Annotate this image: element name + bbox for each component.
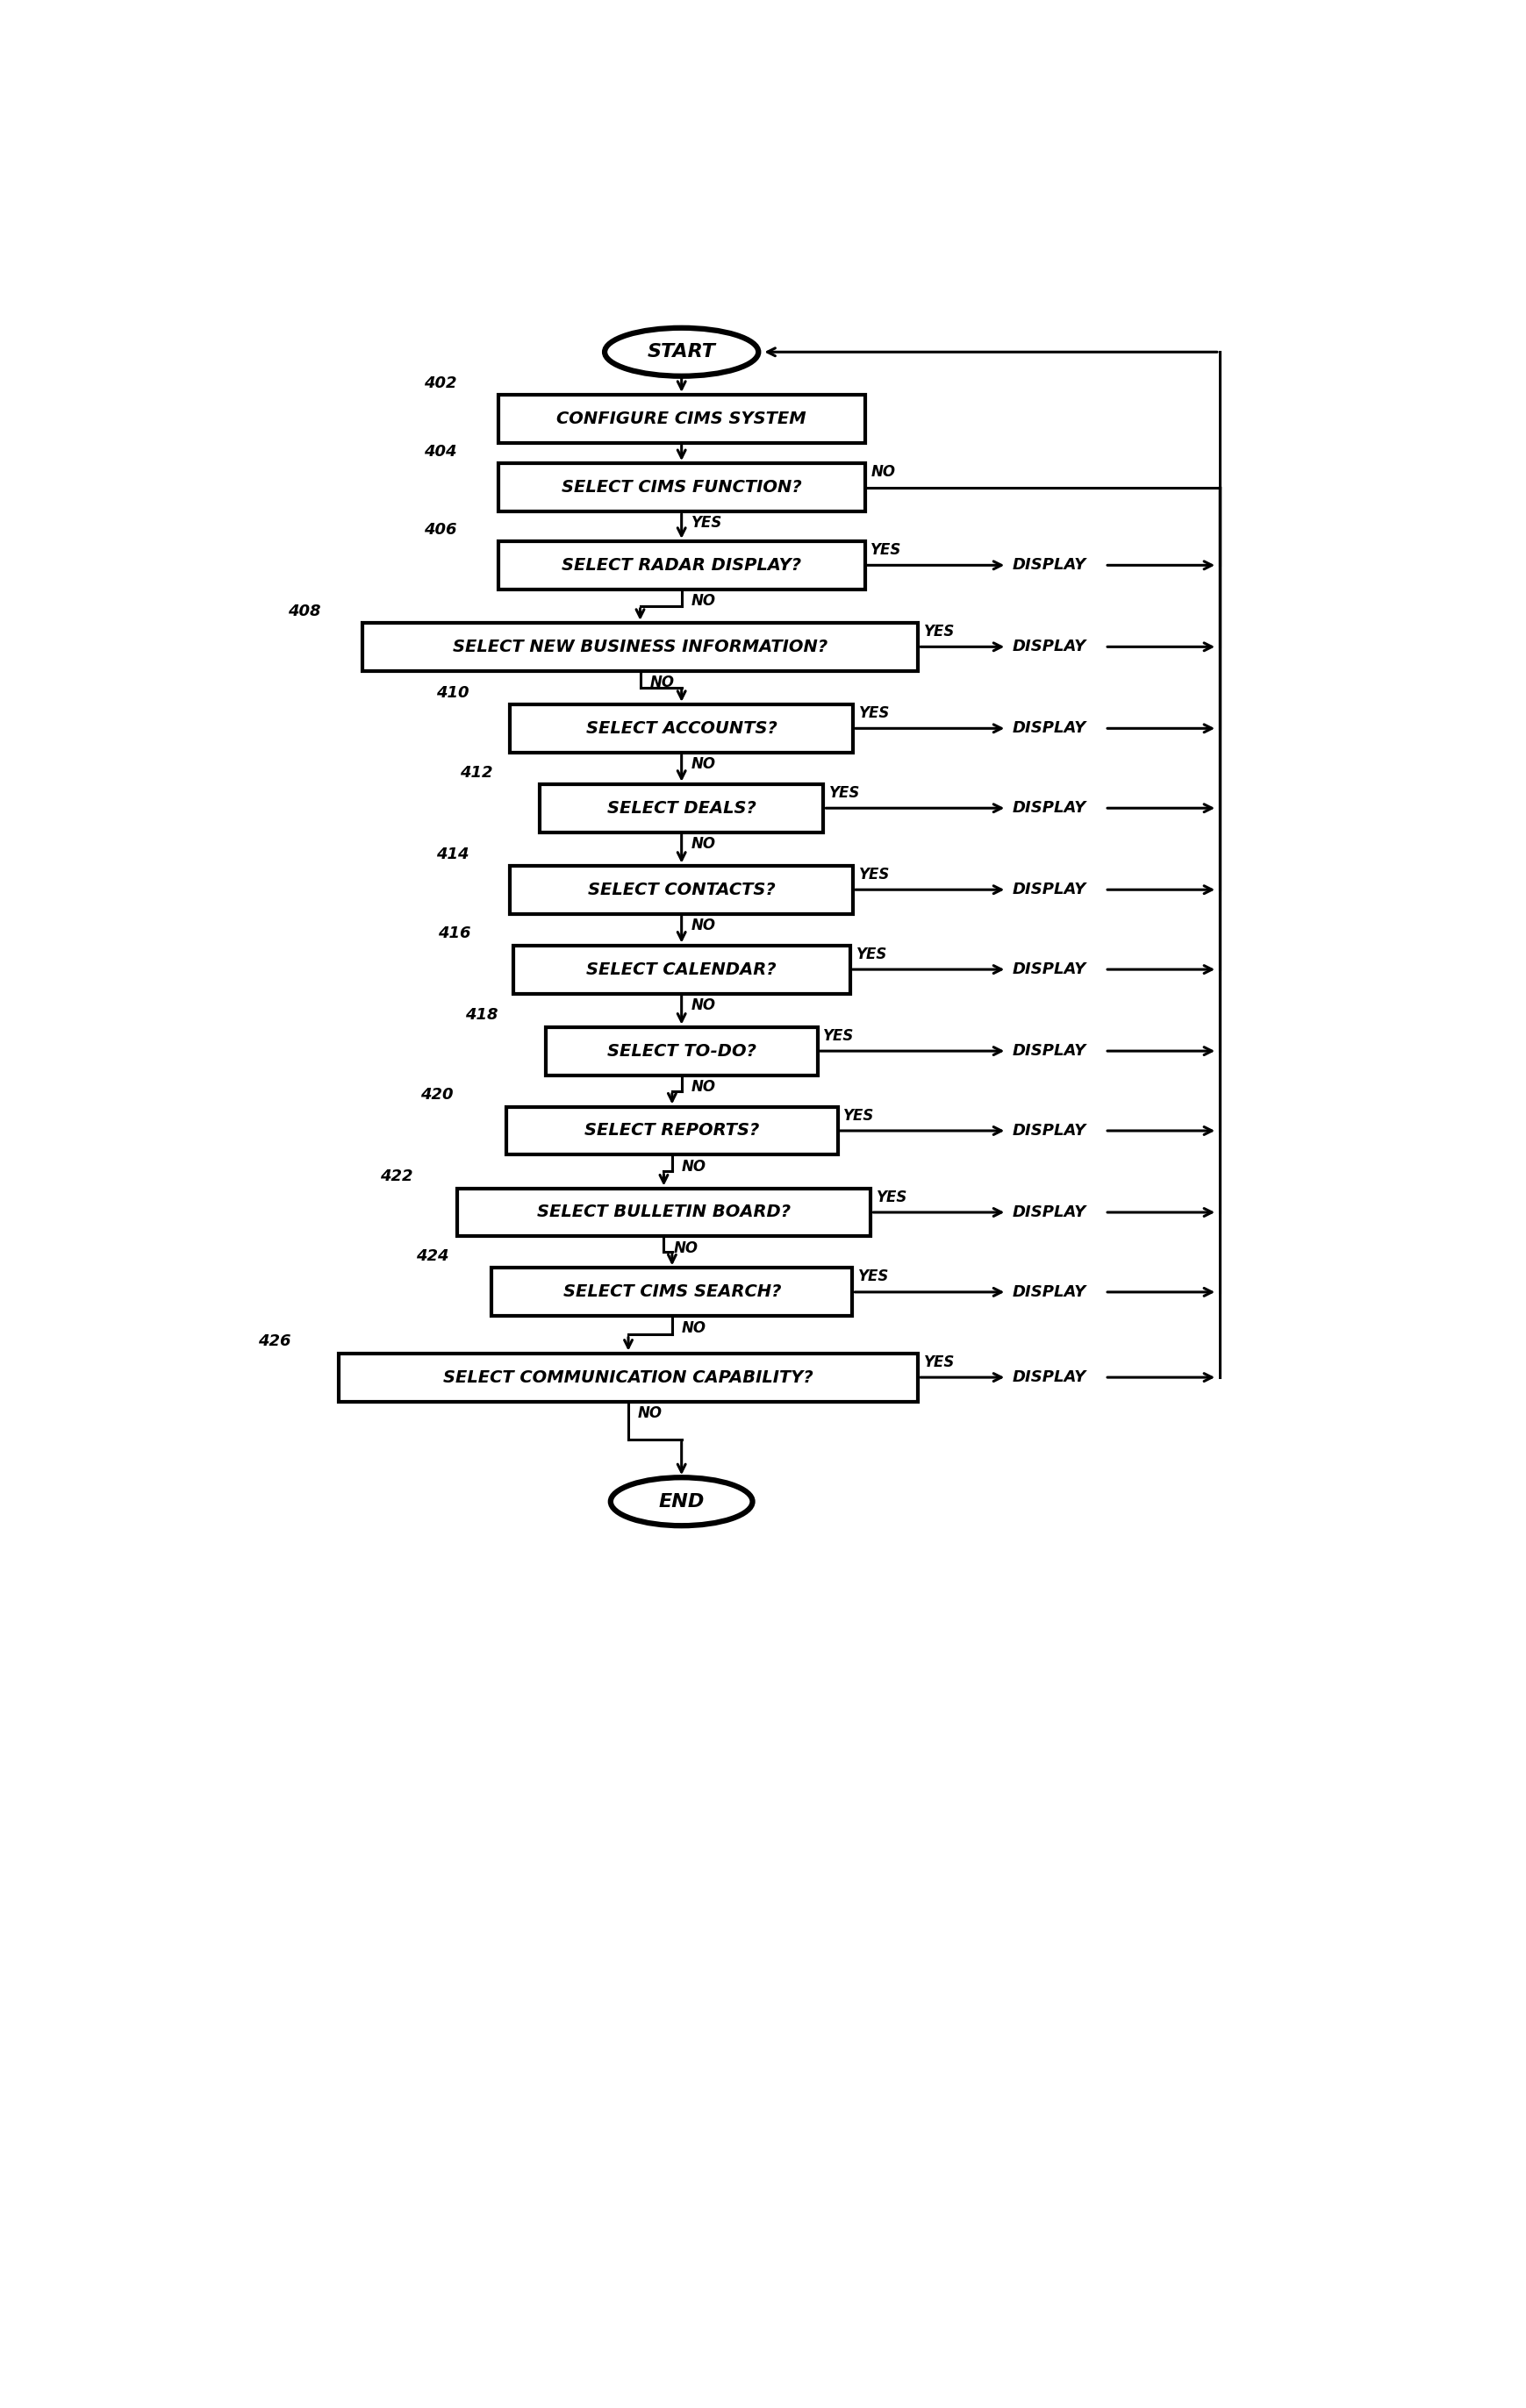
Text: DISPLAY: DISPLAY (1013, 720, 1087, 737)
Text: NO: NO (682, 1320, 707, 1336)
Text: SELECT RADAR DISPLAY?: SELECT RADAR DISPLAY? (562, 556, 801, 573)
Text: YES: YES (844, 1108, 874, 1122)
Text: DISPLAY: DISPLAY (1013, 556, 1087, 573)
Bar (510, 703, 853, 751)
Text: 410: 410 (436, 684, 468, 701)
Text: YES: YES (925, 1353, 955, 1370)
Text: SELECT CIMS SEARCH?: SELECT CIMS SEARCH? (563, 1283, 781, 1300)
Text: 420: 420 (420, 1086, 453, 1103)
Bar (497, 542, 865, 590)
Text: YES: YES (859, 706, 890, 720)
Text: DISPLAY: DISPLAY (1013, 1283, 1087, 1300)
Ellipse shape (604, 327, 758, 376)
Text: SELECT COMMUNICATION CAPABILITY?: SELECT COMMUNICATION CAPABILITY? (443, 1370, 813, 1385)
Text: 412: 412 (459, 763, 493, 780)
Text: DISPLAY: DISPLAY (1013, 1370, 1087, 1385)
Text: DISPLAY: DISPLAY (1013, 881, 1087, 898)
Text: CONFIGURE CIMS SYSTEM: CONFIGURE CIMS SYSTEM (557, 409, 806, 426)
Ellipse shape (610, 1479, 752, 1527)
Text: END: END (659, 1493, 705, 1510)
Text: NO: NO (691, 756, 716, 773)
Text: NO: NO (691, 836, 716, 852)
Text: YES: YES (858, 1269, 890, 1283)
Text: DISPLAY: DISPLAY (1013, 1204, 1087, 1221)
Text: START: START (647, 344, 716, 361)
Text: SELECT CONTACTS?: SELECT CONTACTS? (588, 881, 775, 898)
Text: NO: NO (682, 1158, 707, 1175)
Text: 416: 416 (438, 925, 472, 942)
Bar (362, 624, 919, 672)
Text: SELECT TO-DO?: SELECT TO-DO? (607, 1043, 757, 1060)
Text: YES: YES (824, 1028, 855, 1043)
Text: 422: 422 (380, 1168, 414, 1185)
Bar (456, 1187, 871, 1235)
Text: NO: NO (638, 1406, 662, 1421)
Text: NO: NO (691, 997, 716, 1014)
Bar (546, 1026, 818, 1074)
Bar (507, 1108, 838, 1156)
Text: DISPLAY: DISPLAY (1013, 1122, 1087, 1139)
Text: DISPLAY: DISPLAY (1013, 961, 1087, 978)
Text: 408: 408 (288, 604, 320, 619)
Text: 406: 406 (424, 523, 456, 537)
Text: NO: NO (650, 674, 674, 691)
Text: SELECT DEALS?: SELECT DEALS? (607, 799, 755, 816)
Bar (339, 1353, 919, 1401)
Text: SELECT ACCOUNTS?: SELECT ACCOUNTS? (586, 720, 777, 737)
Text: YES: YES (691, 515, 722, 530)
Text: YES: YES (871, 542, 902, 559)
Bar (540, 785, 824, 833)
Bar (513, 946, 850, 995)
Text: 402: 402 (424, 376, 456, 390)
Bar (497, 395, 865, 443)
Text: NO: NO (871, 465, 896, 479)
Text: NO: NO (673, 1240, 697, 1257)
Text: SELECT BULLETIN BOARD?: SELECT BULLETIN BOARD? (537, 1204, 790, 1221)
Text: YES: YES (856, 946, 887, 963)
Text: YES: YES (859, 867, 890, 881)
Text: DISPLAY: DISPLAY (1013, 1043, 1087, 1060)
Text: DISPLAY: DISPLAY (1013, 638, 1087, 655)
Text: 404: 404 (424, 443, 456, 460)
Text: SELECT CALENDAR?: SELECT CALENDAR? (586, 961, 777, 978)
Text: 424: 424 (415, 1247, 449, 1264)
Text: NO: NO (691, 917, 716, 934)
Text: YES: YES (925, 624, 955, 641)
Bar (491, 1269, 853, 1317)
Text: NO: NO (691, 592, 716, 609)
Text: 414: 414 (436, 845, 468, 862)
Text: YES: YES (876, 1190, 908, 1204)
Text: SELECT CIMS FUNCTION?: SELECT CIMS FUNCTION? (562, 479, 801, 496)
Text: SELECT REPORTS?: SELECT REPORTS? (584, 1122, 760, 1139)
Text: NO: NO (691, 1079, 716, 1096)
Text: 418: 418 (465, 1007, 497, 1023)
Text: SELECT NEW BUSINESS INFORMATION?: SELECT NEW BUSINESS INFORMATION? (453, 638, 827, 655)
Text: 426: 426 (258, 1334, 291, 1348)
Text: DISPLAY: DISPLAY (1013, 799, 1087, 816)
Text: YES: YES (830, 785, 861, 802)
Bar (497, 462, 865, 510)
Bar (510, 864, 853, 913)
